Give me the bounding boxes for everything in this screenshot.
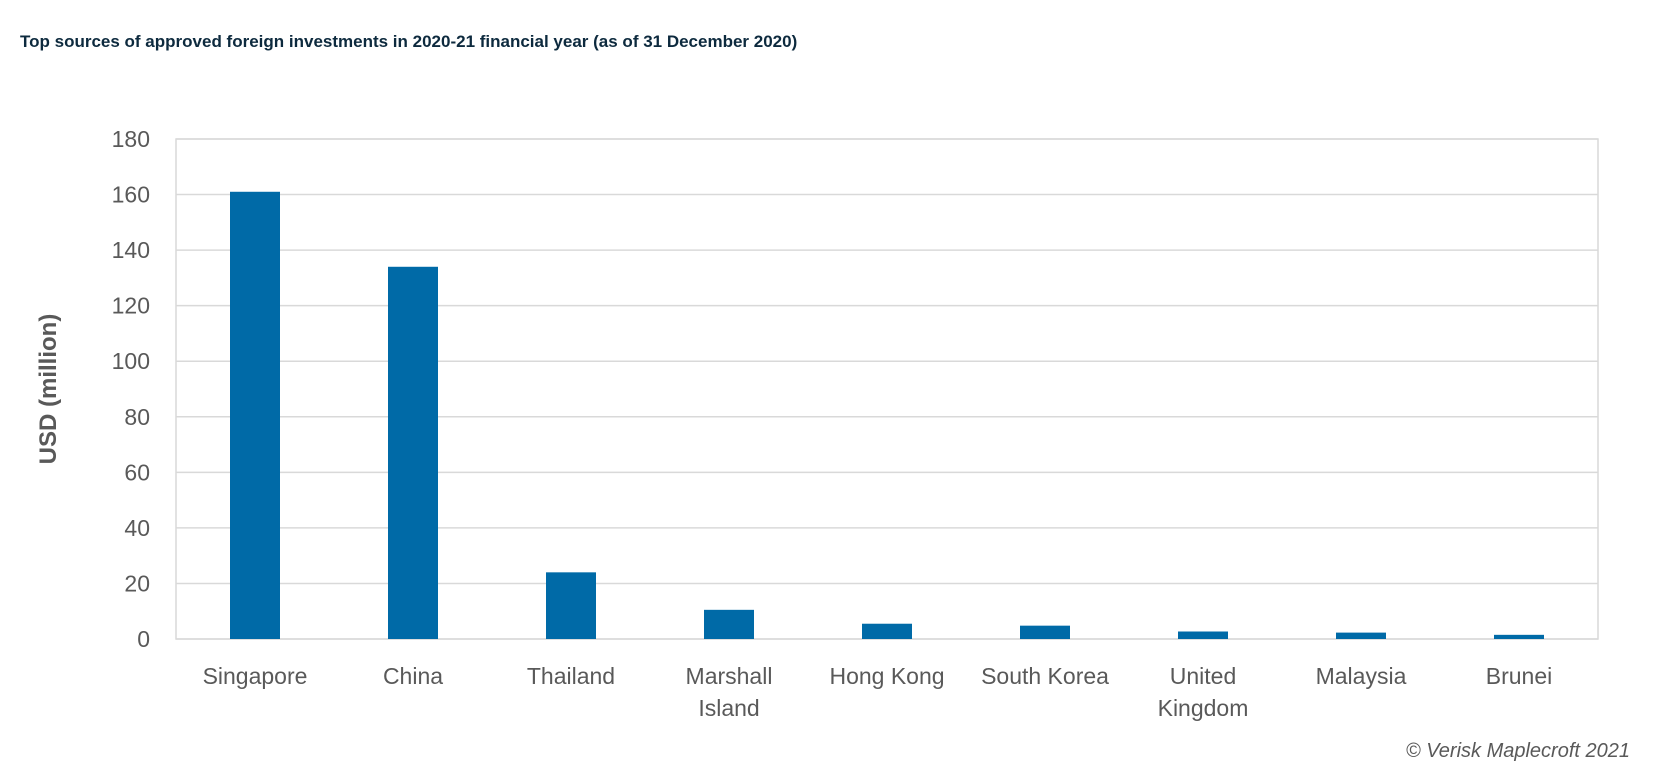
source-credit: © Verisk Maplecroft 2021: [1405, 740, 1630, 762]
y-tick-label: 80: [124, 404, 150, 430]
x-tick-label: Brunei: [1486, 663, 1552, 689]
x-tick-label: China: [383, 663, 443, 689]
x-tick-label: Thailand: [527, 663, 615, 689]
bar-united-kingdom: [1178, 631, 1228, 639]
bar-thailand: [546, 572, 596, 639]
chart-title: Top sources of approved foreign investme…: [20, 32, 798, 51]
x-tick-label: United: [1170, 663, 1236, 689]
bar-south-korea: [1020, 625, 1070, 639]
y-tick-label: 0: [137, 626, 150, 652]
x-tick-label: Malaysia: [1316, 663, 1407, 689]
x-tick-label: Singapore: [203, 663, 308, 689]
y-tick-label: 140: [112, 237, 150, 263]
x-tick-label: Hong Kong: [829, 663, 944, 689]
y-tick-label: 120: [112, 293, 150, 319]
bar-china: [388, 266, 438, 639]
x-tick-label: Kingdom: [1158, 695, 1249, 721]
x-tick-label: Island: [698, 695, 759, 721]
y-tick-label: 40: [124, 515, 150, 541]
y-tick-label: 180: [112, 126, 150, 152]
bar-marshall-island: [704, 609, 754, 639]
y-tick-label: 160: [112, 182, 150, 208]
bar-malaysia: [1336, 632, 1386, 639]
bar-singapore: [230, 191, 280, 639]
y-tick-label: 20: [124, 570, 150, 596]
x-tick-label: Marshall: [686, 663, 773, 689]
y-tick-label: 100: [112, 348, 150, 374]
y-tick-label: 60: [124, 459, 150, 485]
x-tick-label: South Korea: [981, 663, 1109, 689]
y-axis-label: USD (million): [35, 314, 62, 465]
bar-hong-kong: [862, 623, 912, 639]
bar-brunei: [1494, 634, 1544, 639]
